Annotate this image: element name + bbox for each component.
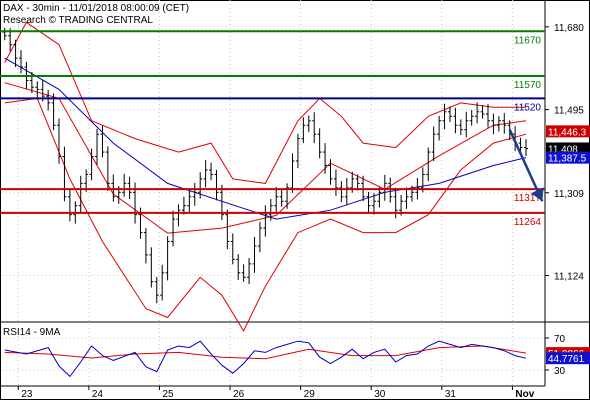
chart-title: DAX - 30min - 11/01/2018 08:00:09 (CET)	[3, 3, 189, 14]
arrow-shaft	[508, 129, 544, 202]
candlesticks	[2, 27, 528, 304]
level-lines: 11670 11570 11520 11317 11264	[0, 30, 545, 228]
bollinger-lower	[4, 97, 527, 332]
rsi-tag-blue-label: 44.7761	[548, 354, 585, 365]
level-label-11520: 11520	[514, 102, 542, 113]
ma-line	[4, 57, 527, 220]
rsi-tick-label: 70	[554, 334, 566, 345]
price-tag-blue-label: 11,387.5	[548, 154, 587, 165]
price-tag-black-bg	[546, 142, 590, 155]
time-tick-label: 30	[374, 389, 386, 400]
grid-layer	[2, 0, 545, 386]
arrow-head-icon	[530, 187, 544, 202]
moving-average	[4, 57, 527, 220]
rsi-line	[4, 340, 527, 378]
level-label-11570: 11570	[514, 80, 542, 91]
level-label-11264: 11264	[514, 217, 542, 228]
time-tick-label: 24	[92, 389, 104, 400]
time-tick-label: 29	[304, 389, 316, 400]
price-tag-blue-bg	[546, 151, 590, 164]
price-tick-label: 11,309	[554, 189, 584, 200]
rsi-title: RSI14 - 9MA	[3, 327, 61, 338]
price-tick-label: 11,680	[554, 23, 584, 34]
price-tag-black-label: 11,408	[548, 144, 578, 155]
rsi-tick-label: 30	[554, 366, 566, 377]
time-tick-label: 26	[233, 389, 245, 400]
price-tick-label: 11,495	[554, 106, 584, 117]
bollinger-bands	[4, 21, 527, 332]
level-label-11317: 11317	[514, 193, 542, 204]
time-tick-label: 23	[21, 389, 33, 400]
price-tag-red-label: 11,446.3	[548, 127, 587, 138]
rsi-panel	[4, 340, 527, 378]
axis-labels: 11,680 11,495 11,309 11,124 23 24 25 26 29 30 31 No…	[17, 23, 584, 400]
rsi-ma-line	[4, 345, 527, 360]
chart-subtitle: Research © TRADING CENTRAL	[3, 15, 153, 26]
time-tick-label: 31	[445, 389, 457, 400]
time-tick-label: Nov	[515, 389, 534, 400]
price-tick-label: 11,124	[554, 271, 584, 282]
price-tag-red-bg	[546, 125, 590, 138]
time-tick-label: 25	[162, 389, 174, 400]
bollinger-middle	[4, 82, 527, 234]
level-label-11670: 11670	[514, 35, 542, 46]
forecast-arrow	[508, 129, 544, 202]
rsi-tag-blue-bg	[546, 352, 590, 365]
bollinger-upper	[4, 21, 526, 184]
